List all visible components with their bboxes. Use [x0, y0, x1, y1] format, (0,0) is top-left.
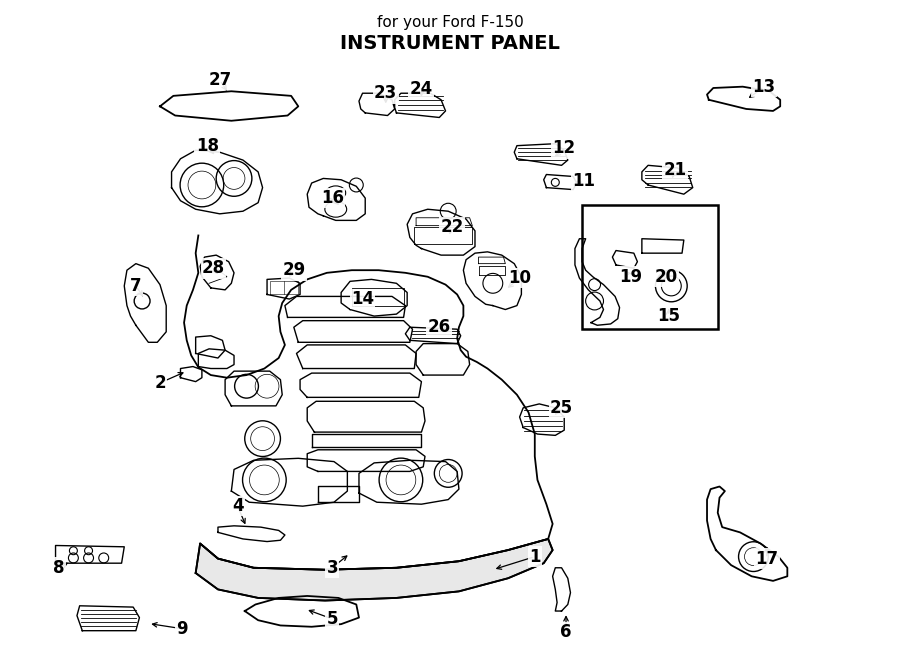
- Text: 4: 4: [232, 497, 243, 515]
- Text: 27: 27: [208, 71, 231, 89]
- Text: 19: 19: [618, 268, 642, 286]
- Text: 7: 7: [130, 277, 141, 295]
- Text: 18: 18: [196, 137, 219, 155]
- Text: 13: 13: [752, 78, 776, 96]
- Text: 11: 11: [572, 172, 596, 190]
- Text: for your Ford F-150: for your Ford F-150: [376, 15, 524, 30]
- Text: 10: 10: [508, 269, 531, 287]
- Text: INSTRUMENT PANEL: INSTRUMENT PANEL: [340, 34, 560, 53]
- Text: 28: 28: [202, 259, 225, 277]
- Text: 25: 25: [550, 399, 573, 417]
- Polygon shape: [195, 539, 553, 601]
- Text: 8: 8: [53, 559, 65, 577]
- Text: 1: 1: [529, 547, 541, 566]
- Text: 24: 24: [410, 80, 433, 98]
- Text: 3: 3: [327, 559, 338, 577]
- Text: 2: 2: [154, 374, 166, 392]
- Text: 26: 26: [428, 318, 451, 336]
- Text: 17: 17: [755, 549, 778, 568]
- Text: 6: 6: [561, 623, 572, 641]
- Bar: [582, 205, 717, 329]
- Text: 9: 9: [176, 620, 188, 638]
- Text: 14: 14: [351, 290, 374, 308]
- Text: 29: 29: [283, 261, 305, 279]
- Text: 20: 20: [654, 268, 678, 286]
- Text: 15: 15: [657, 307, 680, 325]
- Text: 5: 5: [327, 610, 338, 628]
- Text: 16: 16: [320, 189, 344, 207]
- Text: 23: 23: [374, 84, 398, 102]
- Text: 21: 21: [663, 161, 687, 179]
- Text: 22: 22: [440, 218, 464, 236]
- Text: 12: 12: [553, 139, 576, 157]
